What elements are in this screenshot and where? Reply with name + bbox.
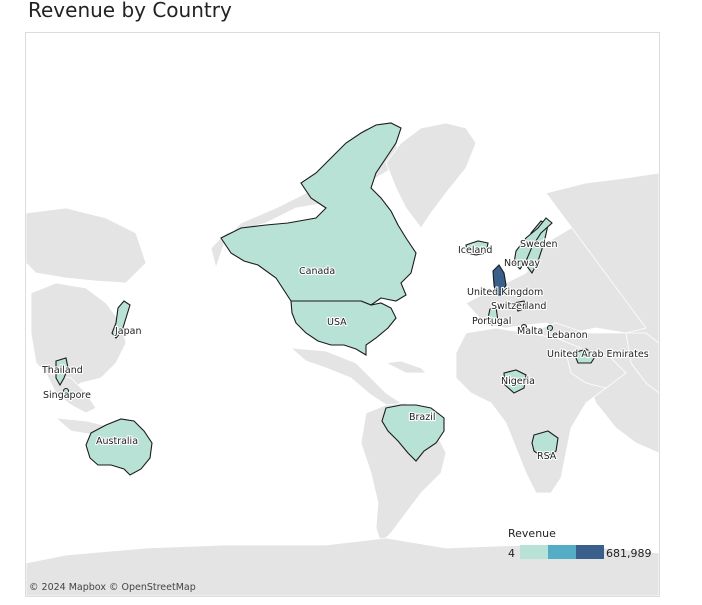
- country-uk[interactable]: [492, 264, 507, 296]
- label-thailand: Thailand: [41, 365, 83, 376]
- country-brazil[interactable]: [381, 404, 445, 462]
- legend-title: Revenue: [508, 527, 556, 540]
- country-uae[interactable]: [573, 348, 597, 364]
- label-uae: United Arab Emirates: [547, 349, 649, 360]
- country-switzerland[interactable]: [513, 300, 527, 312]
- label-sweden: Sweden: [520, 239, 558, 250]
- country-malta[interactable]: [520, 323, 528, 331]
- country-canada[interactable]: [220, 122, 417, 306]
- legend-color-ramp: [520, 545, 604, 559]
- world-map[interactable]: Canada USA Brazil Australia Japan Thaila…: [26, 33, 659, 596]
- country-iceland[interactable]: [465, 240, 489, 256]
- land-mexico-central: [289, 347, 417, 414]
- label-usa: USA: [327, 317, 347, 328]
- country-australia[interactable]: [85, 418, 153, 476]
- land-india: [625, 332, 659, 394]
- label-canada: Canada: [299, 266, 335, 277]
- land-greenland: [385, 122, 477, 229]
- legend-swatch-mid: [548, 545, 576, 559]
- legend-min-value: 4: [508, 547, 515, 560]
- country-japan[interactable]: [111, 300, 131, 339]
- country-labels: Canada USA Brazil Australia Japan Thaila…: [40, 238, 650, 463]
- label-norway: Norway: [504, 258, 540, 269]
- country-thailand[interactable]: [55, 357, 69, 387]
- legend-swatch-low: [520, 545, 548, 559]
- legend-max-value: 681,989: [606, 547, 652, 560]
- label-rsa: RSA: [537, 451, 557, 462]
- label-singapore: Singapore: [43, 390, 91, 401]
- country-usa[interactable]: [290, 300, 397, 356]
- country-portugal[interactable]: [487, 306, 499, 326]
- country-lebanon[interactable]: [546, 324, 554, 332]
- label-brazil: Brazil: [409, 412, 436, 423]
- label-switzerland: Switzerland: [491, 301, 546, 312]
- country-norway[interactable]: [513, 217, 553, 270]
- label-iceland: Iceland: [458, 245, 492, 256]
- land-russia-east: [26, 207, 147, 284]
- map-view[interactable]: Canada USA Brazil Australia Japan Thaila…: [25, 32, 660, 597]
- land-africa: [455, 327, 607, 494]
- label-uk: United Kingdom: [467, 287, 543, 298]
- land-asia-west: [30, 282, 127, 394]
- base-land: [26, 122, 659, 596]
- label-lebanon: Lebanon: [547, 330, 588, 341]
- map-attribution[interactable]: © 2024 Mapbox © OpenStreetMap: [29, 582, 196, 593]
- legend-swatch-high: [576, 545, 604, 559]
- label-nigeria: Nigeria: [501, 376, 535, 387]
- label-australia: Australia: [96, 436, 138, 447]
- country-nigeria[interactable]: [503, 369, 527, 394]
- color-legend: Revenue 4 681,989: [508, 527, 658, 567]
- label-malta: Malta: [517, 326, 543, 337]
- page-title: Revenue by Country: [28, 0, 232, 22]
- country-rsa[interactable]: [531, 430, 559, 459]
- label-portugal: Portugal: [472, 316, 511, 327]
- land-antarctica: [26, 537, 659, 596]
- highlighted-countries[interactable]: [55, 122, 597, 476]
- label-japan: Japan: [114, 326, 142, 337]
- country-singapore[interactable]: [62, 387, 70, 395]
- land-caribbean: [384, 360, 427, 374]
